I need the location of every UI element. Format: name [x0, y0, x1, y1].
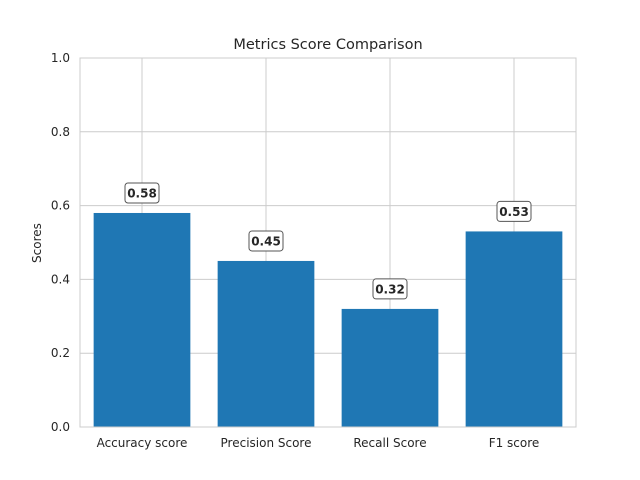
x-axis-ticks: Accuracy score Precision Score Recall Scor…	[97, 436, 540, 450]
plot-frame	[79, 57, 577, 428]
data-label-text: 0.53	[499, 205, 529, 219]
data-label-text: 0.58	[127, 186, 157, 200]
x-tick-label: Recall Score	[353, 436, 426, 450]
x-tick-label: Precision Score	[221, 436, 312, 450]
data-label: 0.53	[496, 200, 532, 222]
bars	[93, 212, 563, 427]
x-tick-label: Accuracy score	[97, 436, 188, 450]
data-labels: 0.58 0.45 0.32 0.53	[124, 182, 532, 300]
data-label-text: 0.45	[251, 234, 281, 248]
bar	[93, 212, 191, 427]
data-label-box	[496, 200, 532, 222]
data-label: 0.58	[124, 182, 160, 204]
bar	[465, 231, 563, 427]
data-label-text: 0.32	[375, 282, 405, 296]
y-tick-label: 0.8	[51, 125, 70, 139]
data-label: 0.45	[248, 230, 284, 252]
x-tick-label: F1 score	[489, 436, 540, 450]
data-label: 0.32	[372, 278, 408, 300]
y-tick-label: 0.6	[51, 199, 70, 213]
data-label-box	[248, 230, 284, 252]
y-axis-label: Scores	[30, 223, 44, 263]
y-tick-label: 0.0	[51, 420, 70, 434]
y-tick-label: 0.2	[51, 346, 70, 360]
y-axis-ticks: 0.0 0.2 0.4 0.6 0.8 1.0	[51, 51, 70, 434]
y-tick-label: 1.0	[51, 51, 70, 65]
bar	[217, 260, 315, 427]
chart-title: Metrics Score Comparison	[233, 37, 422, 53]
bar	[341, 308, 439, 427]
data-label-box	[372, 278, 408, 300]
y-tick-label: 0.4	[51, 272, 70, 286]
data-label-box	[124, 182, 160, 204]
